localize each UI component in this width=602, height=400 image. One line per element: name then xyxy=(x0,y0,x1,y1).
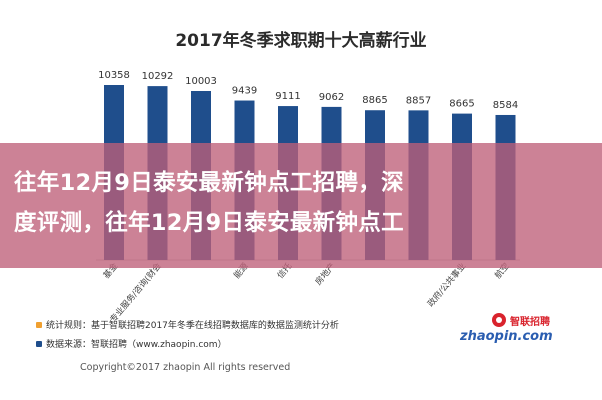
zhaopin-logo-icon xyxy=(492,313,506,327)
value-label-9: 8584 xyxy=(493,100,518,111)
value-label-1: 10292 xyxy=(142,71,174,82)
value-label-4: 9111 xyxy=(275,91,300,102)
stats-rule-bullet xyxy=(36,322,42,328)
value-label-2: 10003 xyxy=(185,76,217,87)
value-label-6: 8865 xyxy=(362,95,387,106)
stats-rule-text: 统计规则：基于智联招聘2017年冬季在线招聘数据库的数据监测统计分析 xyxy=(46,321,339,331)
headline-line-1: 往年12月9日泰安最新钟点工招聘，深 xyxy=(14,170,404,196)
data-source-bullet xyxy=(36,341,42,347)
brand-name-cn: 智联招聘 xyxy=(510,317,550,328)
category-label-8: 政府/公共事业 xyxy=(425,261,468,309)
value-label-8: 8665 xyxy=(449,99,474,110)
value-label-3: 9439 xyxy=(232,86,257,97)
headline-text[interactable]: 往年12月9日泰安最新钟点工招聘，深 度评测，往年12月9日泰安最新钟点工 xyxy=(14,163,592,243)
value-label-0: 10358 xyxy=(98,70,130,81)
headline-line-2: 度评测，往年12月9日泰安最新钟点工 xyxy=(14,210,404,236)
brand-name-en[interactable]: zhaopin.com xyxy=(460,329,553,344)
data-source-text: 数据来源：智联招聘（www.zhaopin.com） xyxy=(46,340,227,350)
chart-title: 2017年冬季求职期十大高薪行业 xyxy=(175,31,427,51)
value-label-5: 9062 xyxy=(319,92,344,103)
headline-overlay xyxy=(0,143,602,268)
value-label-7: 8857 xyxy=(406,95,431,106)
copyright-text: Copyright©2017 zhaopin All rights reserv… xyxy=(80,362,291,373)
